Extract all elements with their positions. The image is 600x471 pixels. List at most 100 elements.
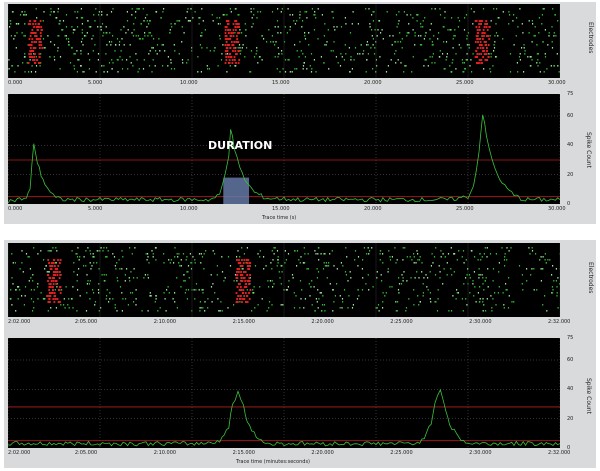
spike-mark bbox=[144, 274, 146, 276]
spike-mark bbox=[271, 11, 274, 13]
spike-mark bbox=[314, 14, 316, 16]
spike-mark bbox=[28, 280, 30, 282]
spike-mark bbox=[212, 250, 214, 252]
x-tick-label: 25.000 bbox=[456, 206, 474, 212]
spike-mark bbox=[191, 50, 193, 52]
spike-mark bbox=[82, 17, 84, 19]
spike-mark bbox=[320, 292, 322, 294]
spike-mark bbox=[22, 271, 24, 273]
spike-mark bbox=[372, 11, 374, 13]
spike-mark bbox=[280, 32, 282, 34]
spike-mark bbox=[488, 53, 490, 55]
spike-count-chart[interactable] bbox=[8, 338, 560, 448]
spike-mark bbox=[543, 8, 545, 10]
spike-mark bbox=[131, 253, 133, 255]
spike-mark bbox=[503, 304, 505, 306]
spike-mark bbox=[259, 56, 261, 58]
spike-mark bbox=[76, 310, 78, 312]
spike-mark bbox=[156, 53, 158, 55]
spike-mark bbox=[317, 271, 320, 273]
spike-mark bbox=[68, 307, 70, 309]
spike-mark bbox=[199, 301, 201, 303]
burst-mark bbox=[479, 47, 482, 49]
spike-mark bbox=[547, 259, 549, 261]
spike-mark bbox=[130, 292, 132, 294]
spike-mark bbox=[472, 283, 474, 285]
spike-mark bbox=[72, 29, 75, 31]
spike-mark bbox=[302, 68, 304, 70]
burst-mark bbox=[243, 286, 246, 288]
spike-mark bbox=[227, 307, 229, 309]
spike-mark bbox=[381, 280, 383, 282]
burst-mark bbox=[478, 38, 481, 40]
spike-mark bbox=[182, 253, 185, 255]
spike-mark bbox=[35, 56, 37, 58]
spike-mark bbox=[413, 262, 415, 264]
spike-mark bbox=[449, 65, 451, 67]
spike-mark bbox=[455, 53, 457, 55]
spike-mark bbox=[450, 29, 452, 31]
spike-mark bbox=[265, 265, 267, 267]
spike-mark bbox=[111, 68, 113, 70]
spike-mark bbox=[127, 304, 129, 306]
spike-mark bbox=[284, 250, 286, 252]
spike-mark bbox=[197, 56, 199, 58]
spike-count-chart[interactable]: DURATION bbox=[8, 94, 560, 204]
spike-mark bbox=[136, 8, 138, 10]
spike-mark bbox=[43, 11, 45, 13]
spike-mark bbox=[474, 256, 476, 258]
spike-mark bbox=[81, 38, 83, 40]
spike-mark bbox=[91, 38, 93, 40]
spike-mark bbox=[317, 307, 319, 309]
spike-mark bbox=[180, 265, 182, 267]
spike-mark bbox=[183, 280, 185, 282]
spike-mark bbox=[544, 295, 546, 297]
x-axis-label: Trace time (minutes:seconds) bbox=[236, 459, 311, 465]
spike-mark bbox=[376, 65, 378, 67]
burst-mark bbox=[482, 47, 485, 49]
spike-mark bbox=[336, 26, 338, 28]
spike-mark bbox=[88, 26, 90, 28]
spike-mark bbox=[272, 259, 274, 261]
spike-mark bbox=[493, 47, 496, 49]
spike-mark bbox=[249, 71, 251, 73]
burst-mark bbox=[241, 259, 243, 261]
burst-mark bbox=[481, 62, 483, 64]
spike-mark bbox=[464, 17, 466, 19]
spike-mark bbox=[15, 47, 17, 49]
spike-mark bbox=[382, 292, 384, 294]
burst-mark bbox=[476, 38, 479, 40]
spike-mark bbox=[135, 298, 137, 300]
spike-mark bbox=[284, 71, 287, 73]
spike-mark bbox=[222, 44, 224, 46]
spike-mark bbox=[186, 256, 188, 258]
burst-mark bbox=[54, 268, 57, 270]
burst-mark bbox=[486, 50, 488, 52]
spike-mark bbox=[444, 17, 446, 19]
spike-mark bbox=[114, 50, 116, 52]
spike-mark bbox=[397, 289, 400, 291]
spike-mark bbox=[511, 301, 513, 303]
spike-mark bbox=[382, 262, 384, 264]
spike-mark bbox=[452, 47, 454, 49]
spike-mark bbox=[553, 65, 556, 67]
spike-mark bbox=[479, 253, 481, 255]
spike-mark bbox=[291, 71, 293, 73]
spike-mark bbox=[381, 29, 383, 31]
burst-mark bbox=[229, 38, 231, 40]
spike-mark bbox=[97, 53, 100, 55]
spike-mark bbox=[408, 298, 410, 300]
spike-mark bbox=[95, 8, 97, 10]
spike-mark bbox=[435, 247, 437, 249]
spike-mark bbox=[89, 298, 91, 300]
spike-mark bbox=[147, 256, 149, 258]
spike-mark bbox=[12, 262, 14, 264]
spike-mark bbox=[143, 59, 145, 61]
burst-mark bbox=[224, 44, 227, 46]
spike-mark bbox=[551, 274, 553, 276]
spike-mark bbox=[372, 38, 374, 40]
burst-mark bbox=[485, 35, 488, 37]
spike-mark bbox=[406, 35, 408, 37]
spike-mark bbox=[206, 65, 208, 67]
spike-mark bbox=[46, 271, 48, 273]
